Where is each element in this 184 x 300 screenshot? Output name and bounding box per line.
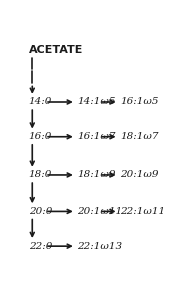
Text: 18:1ω9: 18:1ω9 xyxy=(77,170,116,179)
Text: 18:1ω7: 18:1ω7 xyxy=(120,132,158,141)
Text: ACETATE: ACETATE xyxy=(29,45,83,55)
Text: 16:0: 16:0 xyxy=(29,132,52,141)
Text: 16:1ω5: 16:1ω5 xyxy=(120,98,158,106)
Text: 20:1ω11: 20:1ω11 xyxy=(77,207,122,216)
Text: 16:1ω7: 16:1ω7 xyxy=(77,132,116,141)
Text: 22:0: 22:0 xyxy=(29,242,52,251)
Text: 20:1ω9: 20:1ω9 xyxy=(120,170,158,179)
Text: 22:1ω11: 22:1ω11 xyxy=(120,207,165,216)
Text: 14:0: 14:0 xyxy=(29,98,52,106)
Text: 14:1ω5: 14:1ω5 xyxy=(77,98,116,106)
Text: 20:0: 20:0 xyxy=(29,207,52,216)
Text: 22:1ω13: 22:1ω13 xyxy=(77,242,122,251)
Text: 18:0: 18:0 xyxy=(29,170,52,179)
